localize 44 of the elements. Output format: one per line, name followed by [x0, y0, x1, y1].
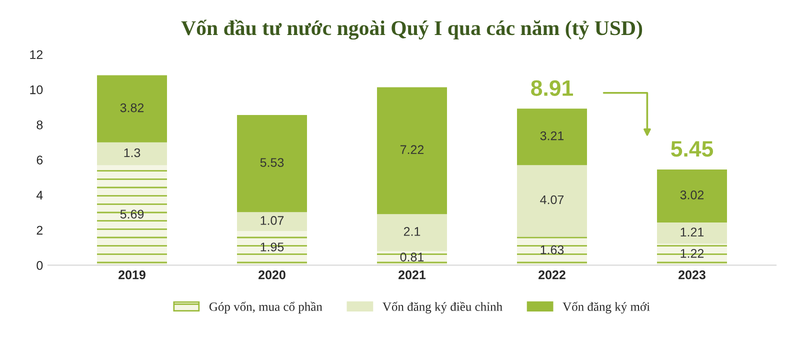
- bar: [237, 115, 307, 212]
- x-tick-label: 2023: [678, 270, 706, 280]
- bar: [657, 169, 727, 223]
- data-label: 7.22: [400, 145, 424, 154]
- legend-label: Vốn đăng ký điều chỉnh: [382, 302, 502, 314]
- bar: [97, 142, 167, 166]
- chart-title: Vốn đầu tư nước ngoài Quý I qua các năm (tỷ USD): [181, 20, 642, 40]
- data-label: 1.63: [540, 245, 564, 254]
- bar: [517, 108, 587, 166]
- bar: [517, 165, 587, 237]
- bar: [237, 212, 307, 231]
- x-tick-label: 2019: [118, 270, 146, 280]
- x-tick-label: 2022: [538, 270, 566, 280]
- y-tick-label: 4: [36, 190, 43, 200]
- data-label: 4.07: [540, 195, 564, 204]
- data-label: 5.53: [260, 158, 284, 167]
- data-label: 1.3: [124, 148, 140, 158]
- y-tick-label: 0: [36, 261, 43, 270]
- annotation: 5.45: [671, 141, 714, 157]
- data-label: 0.81: [400, 252, 424, 262]
- bar: [97, 75, 167, 142]
- x-tick-label: 2020: [258, 270, 286, 280]
- bar: [237, 230, 307, 266]
- legend-label: Góp vốn, mua cổ phần: [209, 302, 322, 314]
- annotation: 8.91: [531, 80, 574, 96]
- y-tick-label: 8: [36, 120, 43, 130]
- legend-label: Vốn đăng ký mới: [562, 302, 650, 314]
- bar: [377, 214, 447, 251]
- y-tick-label: 10: [30, 85, 43, 94]
- bar: [97, 165, 167, 266]
- y-tick-label: 6: [36, 156, 43, 164]
- bar: [517, 236, 587, 266]
- bar: [657, 244, 727, 266]
- bar: [657, 222, 727, 244]
- y-tick-label: 2: [36, 226, 43, 235]
- x-tick-label: 2021: [398, 270, 426, 280]
- data-label: 1.07: [260, 216, 284, 225]
- data-label: 2.1: [404, 227, 420, 236]
- y-tick-label: 12: [30, 50, 43, 59]
- data-label: 1.21: [680, 228, 704, 236]
- data-label: 3.21: [540, 131, 564, 140]
- data-label: 3.82: [120, 103, 144, 112]
- data-label: 3.02: [680, 190, 704, 200]
- bar: [377, 87, 447, 214]
